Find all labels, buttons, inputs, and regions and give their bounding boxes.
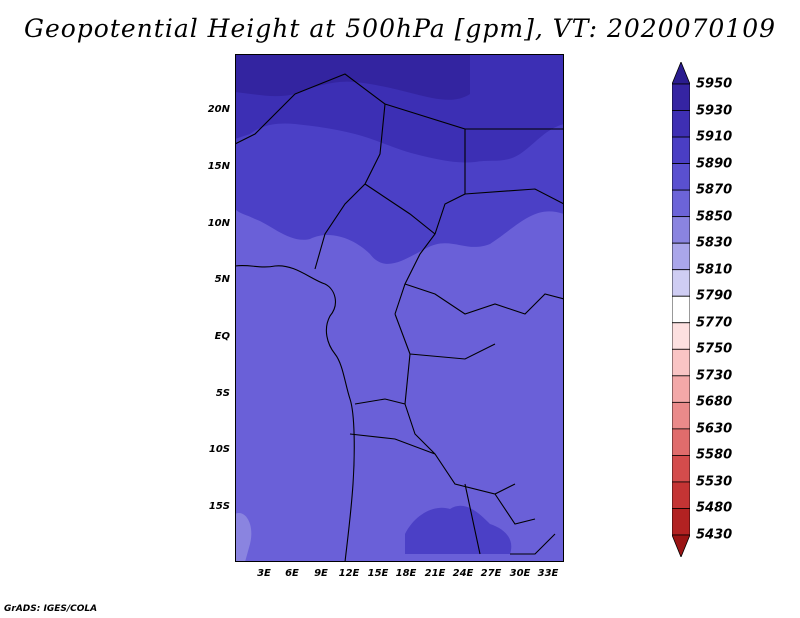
- colorbar-segment: [672, 322, 690, 350]
- colorbar-segment: [672, 83, 690, 111]
- colorbar-segment: [672, 295, 690, 324]
- colorbar-label: 5580: [696, 447, 733, 463]
- colorbar-label: 5950: [696, 76, 733, 92]
- height-contour-5850: [235, 513, 252, 562]
- border-lines: [235, 73, 564, 555]
- colorbar-segment: [672, 163, 690, 191]
- lat-label-10s: 10S: [208, 444, 230, 455]
- lat-label-15s: 15S: [208, 501, 230, 512]
- colorbar-segment: [672, 455, 690, 483]
- colorbar-segment: [672, 216, 690, 244]
- colorbar-segment: [672, 348, 690, 377]
- colorbar-label: 5750: [696, 341, 733, 357]
- lon-label-12e: 12E: [338, 568, 360, 579]
- lon-label-3e: 3E: [257, 568, 271, 579]
- footer-credit: GrADS: IGES/COLA: [4, 604, 98, 614]
- colorbar-label: 5530: [696, 474, 733, 490]
- lat-label-20n: 20N: [207, 104, 230, 115]
- colorbar-label: 5430: [696, 527, 733, 543]
- colorbar-label: 5680: [696, 394, 733, 410]
- lon-label-18e: 18E: [395, 568, 417, 579]
- colorbar-label: 5730: [696, 368, 733, 384]
- lon-label-27e: 27E: [480, 568, 502, 579]
- lon-label-15e: 15E: [367, 568, 389, 579]
- colorbar-segment: [672, 136, 690, 164]
- colorbar-segment: [672, 110, 690, 138]
- height-contour-5930: [235, 54, 470, 100]
- colorbar-segment: [672, 428, 690, 456]
- lon-label-6e: 6E: [285, 568, 299, 579]
- colorbar-label: 5930: [696, 103, 733, 119]
- colorbar: [672, 62, 690, 557]
- coastline: [235, 264, 355, 562]
- height-contour-5890-south: [405, 505, 512, 554]
- colorbar-segment: [672, 508, 690, 536]
- lat-label-5n: 5N: [214, 274, 230, 285]
- lat-label-15n: 15N: [207, 161, 230, 172]
- colorbar-label: 5770: [696, 315, 733, 331]
- colorbar-min-arrow: [672, 534, 690, 557]
- colorbar-segment: [672, 269, 690, 297]
- colorbar-label: 5910: [696, 129, 733, 145]
- lat-label-5s: 5S: [215, 388, 230, 399]
- colorbar-segment: [672, 401, 690, 430]
- colorbar-label: 5630: [696, 421, 733, 437]
- lon-label-21e: 21E: [424, 568, 446, 579]
- colorbar-label: 5480: [696, 500, 733, 516]
- geopotential-map: [235, 54, 564, 562]
- colorbar-label: 5810: [696, 262, 733, 278]
- colorbar-segment: [672, 481, 690, 509]
- lat-label-10n: 10N: [207, 218, 230, 229]
- colorbar-label: 5850: [696, 209, 733, 225]
- colorbar-segment: [672, 375, 690, 403]
- colorbar-label: 5870: [696, 182, 733, 198]
- lon-label-33e: 33E: [537, 568, 559, 579]
- lon-label-30e: 30E: [509, 568, 531, 579]
- lon-label-9e: 9E: [314, 568, 328, 579]
- lat-label-eq: EQ: [214, 331, 230, 342]
- colorbar-label: 5830: [696, 235, 733, 251]
- colorbar-label: 5790: [696, 288, 733, 304]
- colorbar-segment: [672, 189, 690, 218]
- chart-title: Geopotential Height at 500hPa [gpm], VT:…: [23, 14, 777, 43]
- colorbar-segment: [672, 242, 690, 271]
- lon-label-24e: 24E: [452, 568, 474, 579]
- colorbar-max-arrow: [672, 62, 690, 85]
- colorbar-label: 5890: [696, 156, 733, 172]
